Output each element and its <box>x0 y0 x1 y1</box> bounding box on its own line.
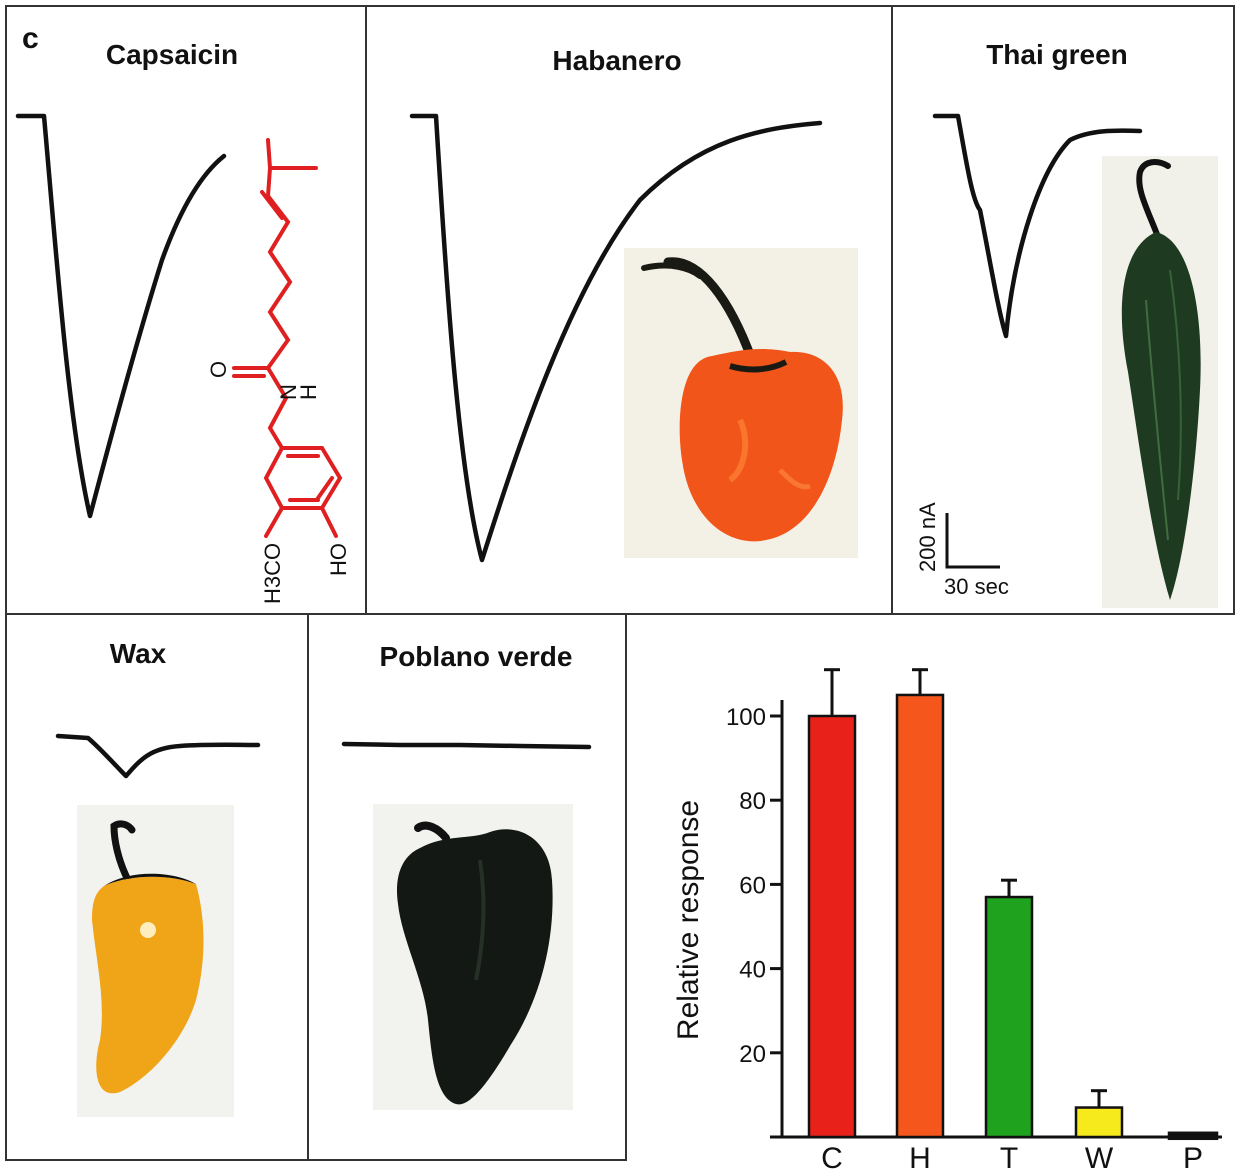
scale-current-label: 200 nA <box>915 502 940 572</box>
wax-pepper-image <box>77 805 234 1117</box>
trace-wax <box>55 733 261 779</box>
trace-poblano-verde <box>341 741 592 750</box>
x-tick-label-W: W <box>1085 1142 1114 1175</box>
y-tick-label-80: 80 <box>739 788 766 815</box>
y-tick-label-40: 40 <box>739 957 766 984</box>
x-tick-label-P: P <box>1183 1142 1203 1175</box>
trace-thai-green <box>932 113 1143 339</box>
thai-green-pepper-image <box>1102 156 1218 608</box>
x-tick-label-H: H <box>909 1142 931 1175</box>
scale-bar: 200 nA 30 sec <box>915 502 1009 599</box>
capsaicin-molecule <box>232 138 343 538</box>
frame-thai-green <box>891 5 1235 615</box>
y-tick-label-100: 100 <box>726 704 766 731</box>
title-poblano-verde: Poblano verde <box>380 641 573 672</box>
frame-poblano <box>307 613 627 1161</box>
y-tick-label-60: 60 <box>739 872 766 899</box>
scale-time-label: 30 sec <box>944 574 1009 599</box>
bar-chart: 20 40 60 80 100 C H T W P Relative response <box>672 668 1222 1175</box>
chem-nitrogen: N <box>276 384 301 400</box>
chem-hydrogen: H <box>296 384 321 400</box>
habanero-pepper-image <box>624 248 858 558</box>
title-wax: Wax <box>110 638 167 669</box>
x-tick-label-C: C <box>821 1142 843 1175</box>
y-ticks: 20 40 60 80 100 <box>726 704 782 1068</box>
title-habanero: Habanero <box>552 45 681 76</box>
double-bond-1 <box>260 190 284 220</box>
panel-frames <box>5 5 1235 1161</box>
scale-bar-lines <box>945 513 1000 569</box>
carbonyl <box>232 366 270 378</box>
bar-P <box>1167 1131 1219 1141</box>
title-thai-green: Thai green <box>986 39 1128 70</box>
x-tick-label-T: T <box>1000 1142 1018 1175</box>
panel-letter: c <box>22 22 39 55</box>
bar-H <box>895 693 945 1139</box>
y-tick-label-20: 20 <box>739 1041 766 1068</box>
bar-C <box>807 714 857 1139</box>
chem-oxygen: O <box>206 361 231 378</box>
chem-hydroxyl: HO <box>326 543 351 576</box>
ring-double-bonds <box>286 454 334 502</box>
y-axis-label: Relative response <box>672 800 705 1040</box>
trace-habanero <box>409 113 823 563</box>
bar-W <box>1074 1106 1124 1139</box>
bar-T <box>984 895 1034 1139</box>
bars <box>807 668 1219 1141</box>
chem-methoxy: H3CO <box>260 543 285 604</box>
poblano-pepper-image <box>373 804 573 1110</box>
title-capsaicin: Capsaicin <box>106 39 238 70</box>
trace-capsaicin <box>15 113 227 519</box>
